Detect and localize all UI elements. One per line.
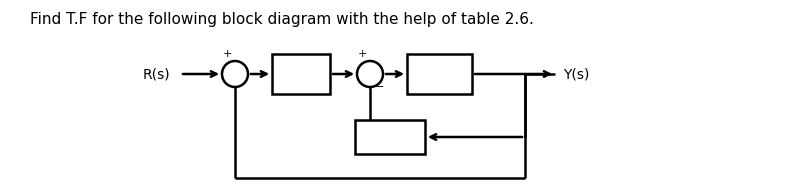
Bar — [272, 54, 330, 94]
Text: H1: H1 — [378, 130, 402, 144]
Text: G1: G1 — [290, 66, 313, 82]
Bar — [355, 120, 425, 154]
Text: +: + — [222, 49, 232, 59]
Text: R(s): R(s) — [142, 67, 170, 81]
Text: G2: G2 — [428, 66, 451, 82]
Text: +: + — [358, 49, 366, 59]
Text: Y(s): Y(s) — [563, 67, 590, 81]
Text: −: − — [375, 82, 384, 92]
Text: Find T.F for the following block diagram with the help of table 2.6.: Find T.F for the following block diagram… — [30, 12, 534, 27]
Bar — [407, 54, 472, 94]
